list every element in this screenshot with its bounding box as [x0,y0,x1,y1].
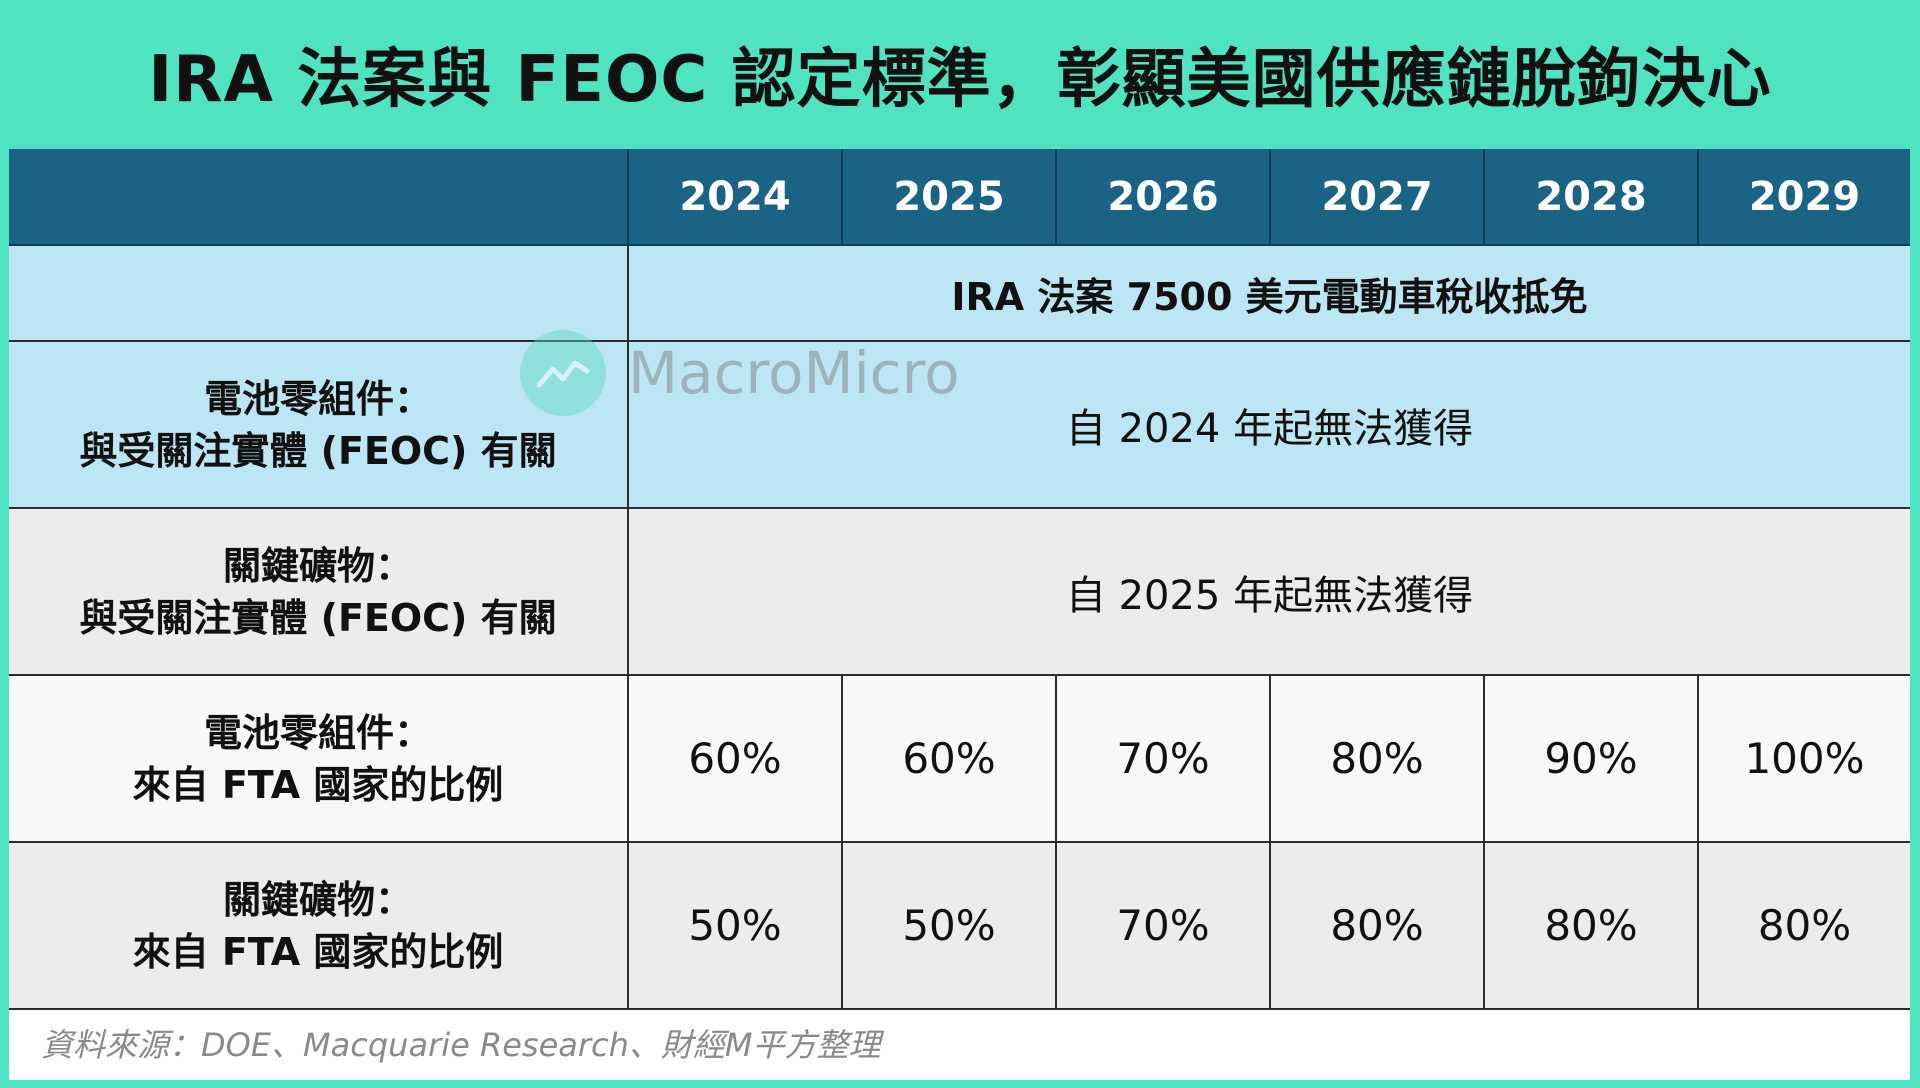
value-cell: 60% [628,675,843,843]
row-label-line1: 電池零組件： [203,376,432,421]
row-label: 關鍵礦物： 與受關注實體 (FEOC) 有關 [9,508,629,676]
table-row: 電池零組件： 來自 FTA 國家的比例 60% 60% 70% 80% 90% … [9,675,1910,843]
ira-label-cell [9,245,629,342]
year-header: 2029 [1698,149,1910,246]
header-row: 2024 2025 2026 2027 2028 2029 [9,149,1910,246]
value-cell: 80% [1270,675,1485,843]
row-label-line1: 關鍵礦物： [222,543,413,588]
row-label: 電池零組件： 與受關注實體 (FEOC) 有關 [9,341,629,509]
row-label-line2: 與受關注實體 (FEOC) 有關 [79,428,557,473]
watermark-text: MacroMicro [628,339,960,407]
table-panel: 2024 2025 2026 2027 2028 2029 IRA 法案 750… [9,149,1910,1080]
value-cell: 50% [628,842,843,1010]
watermark: MacroMicro [520,330,960,416]
row-label-line1: 電池零組件： [203,710,432,755]
year-header: 2028 [1484,149,1699,246]
year-header: 2026 [1056,149,1271,246]
chart-line-icon [520,330,606,416]
value-cell: 50% [842,842,1057,1010]
value-cell: 80% [1484,842,1699,1010]
ira-credit-cell: IRA 法案 7500 美元電動車稅收抵免 [628,245,1910,342]
ira-feoc-table: 2024 2025 2026 2027 2028 2029 IRA 法案 750… [9,149,1910,1010]
row-label-line2: 與受關注實體 (FEOC) 有關 [79,595,557,640]
header-corner-cell [9,149,629,246]
row-label-line1: 關鍵礦物： [222,877,413,922]
ira-credit-row: IRA 法案 7500 美元電動車稅收抵免 [9,245,1910,342]
table-row: 關鍵礦物： 與受關注實體 (FEOC) 有關 自 2025 年起無法獲得 [9,508,1910,676]
row-label: 關鍵礦物： 來自 FTA 國家的比例 [9,842,629,1010]
year-header: 2024 [628,149,843,246]
value-cell: 100% [1698,675,1910,843]
year-header: 2025 [842,149,1057,246]
year-header: 2027 [1270,149,1485,246]
value-cell: 80% [1270,842,1485,1010]
value-cell: 80% [1698,842,1910,1010]
value-cell: 90% [1484,675,1699,843]
span-cell: 自 2025 年起無法獲得 [628,508,1910,676]
value-cell: 70% [1056,675,1271,843]
row-label-line2: 來自 FTA 國家的比例 [132,929,504,974]
table-row: 關鍵礦物： 來自 FTA 國家的比例 50% 50% 70% 80% 80% 8… [9,842,1910,1010]
row-label: 電池零組件： 來自 FTA 國家的比例 [9,675,629,843]
value-cell: 70% [1056,842,1271,1010]
row-label-line2: 來自 FTA 國家的比例 [132,762,504,807]
source-note: 資料來源：DOE、Macquarie Research、財經M平方整理 [41,1026,881,1064]
value-cell: 60% [842,675,1057,843]
span-cell: 自 2024 年起無法獲得 [628,341,1910,509]
page-title: IRA 法案與 FEOC 認定標準，彰顯美國供應鏈脫鉤決心 [148,43,1772,117]
table-row: 電池零組件： 與受關注實體 (FEOC) 有關 自 2024 年起無法獲得 [9,341,1910,509]
